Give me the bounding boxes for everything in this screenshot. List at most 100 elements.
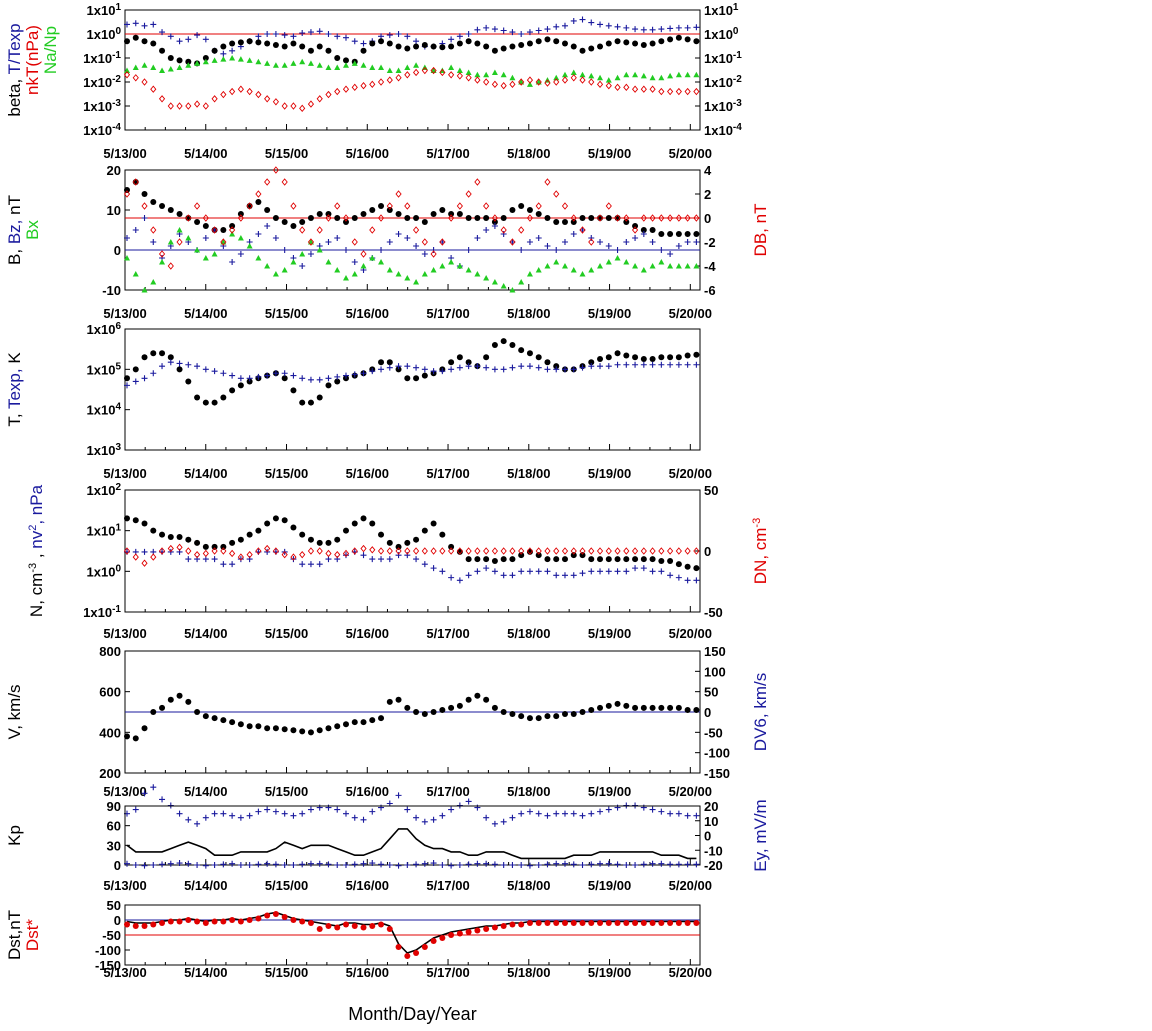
data-point <box>658 74 665 81</box>
data-point <box>588 359 595 366</box>
data-point <box>307 547 315 555</box>
data-point <box>220 918 227 925</box>
data-point <box>351 60 358 66</box>
data-point <box>544 366 551 373</box>
data-point <box>456 364 463 371</box>
data-point <box>123 71 131 79</box>
data-point <box>588 810 595 817</box>
data-point <box>342 214 350 222</box>
data-point <box>509 862 516 868</box>
data-point <box>342 527 349 534</box>
series-blue-plus <box>124 359 700 389</box>
data-point <box>640 231 647 237</box>
data-point <box>124 860 130 867</box>
data-point <box>386 926 393 932</box>
data-point <box>378 715 385 722</box>
data-point <box>465 861 472 868</box>
data-point <box>316 247 323 253</box>
data-point <box>299 861 306 868</box>
data-point <box>176 918 183 925</box>
y-tick-label: 0 <box>114 243 121 258</box>
data-point <box>404 862 411 868</box>
data-point <box>229 223 236 229</box>
data-point <box>640 861 647 868</box>
data-point <box>693 577 700 584</box>
y-tick-label: 30 <box>107 838 121 853</box>
data-point <box>649 920 656 926</box>
data-point <box>290 812 297 819</box>
data-point <box>334 64 341 71</box>
data-point <box>307 47 314 54</box>
data-point <box>667 572 674 579</box>
data-point <box>229 226 236 234</box>
data-point <box>176 360 183 367</box>
data-point <box>334 215 341 221</box>
data-point <box>378 804 385 811</box>
data-point <box>439 207 446 213</box>
data-point <box>378 861 385 868</box>
data-point <box>150 921 157 928</box>
data-point <box>141 38 148 45</box>
data-point <box>456 862 463 868</box>
data-point <box>325 923 332 929</box>
data-point <box>570 267 577 273</box>
data-point <box>456 202 463 210</box>
data-point <box>421 818 428 825</box>
data-point <box>640 804 647 811</box>
data-point <box>526 29 533 36</box>
data-point <box>132 20 139 27</box>
data-point <box>500 572 507 579</box>
data-point <box>623 239 630 245</box>
data-point <box>561 202 569 210</box>
data-point <box>299 43 306 50</box>
data-point <box>631 85 639 93</box>
data-point <box>456 930 463 937</box>
data-point <box>369 80 376 89</box>
data-point <box>483 202 490 210</box>
data-point <box>500 818 507 825</box>
data-point <box>246 87 253 96</box>
data-point <box>124 255 130 261</box>
x-tick-label: 5/15/00 <box>265 466 308 481</box>
data-point <box>500 231 507 237</box>
data-point <box>588 267 595 273</box>
data-point <box>649 860 656 867</box>
y2-tick-label: 0 <box>704 544 711 559</box>
data-point <box>124 235 130 241</box>
data-point <box>632 40 639 47</box>
y2-tick-label: -10 <box>704 843 723 858</box>
data-point <box>124 67 130 74</box>
data-point <box>290 553 297 561</box>
data-point <box>378 921 385 928</box>
data-point <box>535 202 542 210</box>
data-point <box>176 543 183 552</box>
data-point <box>474 178 481 186</box>
data-point <box>237 211 244 217</box>
data-point <box>535 267 542 273</box>
data-point <box>369 226 376 234</box>
data-point <box>413 62 420 68</box>
data-point <box>456 211 463 217</box>
data-point <box>123 190 131 198</box>
data-point <box>413 556 420 563</box>
data-point <box>667 354 674 361</box>
data-point <box>579 226 586 234</box>
data-point <box>535 364 542 371</box>
data-point <box>667 810 674 817</box>
data-point <box>491 366 498 373</box>
data-point <box>167 860 174 867</box>
data-point <box>378 259 385 265</box>
data-point <box>167 544 174 553</box>
data-point <box>465 69 472 75</box>
data-point <box>272 911 279 917</box>
data-point <box>509 921 516 928</box>
data-point <box>202 55 209 61</box>
data-point <box>194 820 201 827</box>
y2-axis-label: Ey, mV/m <box>751 799 770 871</box>
data-point <box>325 539 332 546</box>
data-point <box>378 531 385 538</box>
data-point <box>334 235 341 241</box>
data-point <box>220 717 227 724</box>
data-point <box>246 57 253 63</box>
data-point <box>483 556 490 563</box>
